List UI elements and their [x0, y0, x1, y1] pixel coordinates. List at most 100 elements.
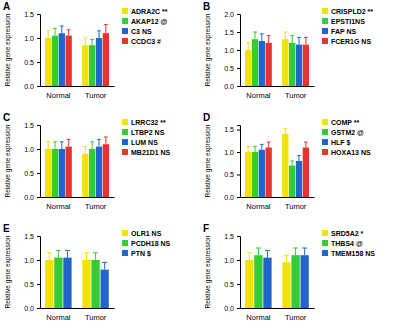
error-bar — [284, 255, 289, 262]
bar — [45, 149, 51, 197]
tick-mark — [37, 197, 40, 198]
legend-swatch — [322, 250, 328, 256]
tick-label: 1.5 — [24, 11, 34, 18]
tick: 0.5 — [24, 281, 40, 288]
axis-title: Relative gene expression — [4, 13, 12, 86]
tick: 0.0 — [224, 194, 240, 201]
plot-area — [45, 250, 109, 308]
legend-label: COMP ** — [331, 119, 360, 126]
legend-item: COMP ** — [322, 119, 360, 126]
tick-label: 0.0 — [24, 305, 34, 312]
error-bar — [247, 253, 252, 260]
error-bar — [104, 137, 108, 144]
error-bar — [283, 32, 287, 39]
bar — [59, 149, 65, 197]
tick-mark — [237, 175, 240, 176]
bar — [45, 260, 53, 308]
tick-label: Tumor — [85, 202, 107, 211]
tick-label: Normal — [46, 91, 71, 100]
legend-label: HLF $ — [331, 139, 351, 147]
bar — [303, 148, 309, 198]
bar — [82, 154, 88, 197]
bar — [100, 270, 108, 308]
bar — [66, 36, 72, 86]
tick: 0.5 — [224, 281, 240, 288]
tick: 1.5 — [24, 122, 40, 129]
tick: Tumor — [85, 308, 107, 322]
error-bar — [253, 32, 257, 39]
bar — [82, 260, 90, 308]
plot-area — [45, 25, 109, 86]
error-bar — [93, 253, 98, 260]
error-bar — [102, 262, 107, 269]
tick-mark — [237, 236, 240, 237]
legend-label: THBS4 @ — [331, 240, 363, 247]
tick: 2.0 — [224, 11, 240, 18]
bar — [296, 45, 302, 86]
tick-label: Tumor — [285, 313, 307, 322]
tick-mark — [237, 152, 240, 153]
legend-item: LUM NS — [122, 139, 158, 146]
error-bar — [304, 37, 308, 44]
error-bar — [83, 147, 87, 154]
legend-item: TMEM158 NS — [322, 250, 375, 257]
tick: Normal — [246, 86, 271, 100]
tick: 0.0 — [24, 194, 40, 201]
panel-label: F — [203, 223, 209, 234]
error-bar — [246, 147, 250, 152]
bar — [63, 258, 71, 308]
axis-line — [241, 86, 315, 87]
y-axis: 0.00.51.01.5 — [24, 233, 40, 312]
figure: A0.00.51.01.5NormalTumorRelative gene ex… — [0, 0, 400, 333]
error-bar — [246, 43, 250, 50]
panel: A0.00.51.01.5NormalTumorRelative gene ex… — [3, 1, 168, 100]
legend-label: GSTM2 @ — [331, 129, 364, 136]
error-bar — [46, 142, 50, 149]
tick: Normal — [46, 197, 71, 211]
panel: F0.00.51.01.5NormalTumorRelative gene ex… — [203, 223, 375, 322]
y-axis: 0.00.51.01.5 — [24, 11, 40, 90]
tick-mark — [237, 68, 240, 69]
tick: 0.0 — [24, 83, 40, 90]
error-bar — [267, 36, 271, 43]
axis-line — [241, 197, 315, 198]
tick-mark — [37, 308, 40, 309]
tick-label: 1.5 — [24, 233, 34, 240]
legend-label: OLR1 NS — [131, 230, 162, 237]
error-bar — [97, 31, 101, 38]
error-bar — [83, 38, 87, 45]
tick-mark — [37, 149, 40, 150]
legend-item: LTBP2 NS — [122, 129, 165, 136]
legend-item: GSTM2 @ — [322, 129, 364, 136]
legend-swatch — [322, 28, 328, 34]
bar — [254, 255, 262, 308]
bar — [89, 45, 95, 86]
legend-item: EPSTI1NS — [322, 18, 365, 25]
error-bar — [90, 39, 94, 45]
tick-label: Tumor — [85, 91, 107, 100]
bar — [54, 258, 62, 308]
bar — [103, 33, 109, 86]
tick: 1.5 — [224, 29, 240, 36]
tick-mark — [237, 197, 240, 198]
tick: Normal — [246, 308, 271, 322]
axis-line — [41, 308, 115, 309]
bar — [96, 147, 102, 197]
legend-item: AKAP12 @ — [122, 18, 168, 25]
legend-label: LUM NS — [131, 139, 158, 146]
bar — [252, 39, 258, 86]
bar — [266, 148, 272, 198]
panel: E0.00.51.01.5NormalTumorRelative gene ex… — [3, 223, 171, 322]
error-bar — [267, 142, 271, 147]
legend-item: C3 NS — [122, 28, 152, 35]
tick-label: 1.0 — [24, 146, 34, 153]
legend-swatch — [322, 149, 328, 155]
tick-label: Normal — [46, 202, 71, 211]
tick: 1.5 — [24, 233, 40, 240]
tick-mark — [37, 260, 40, 261]
bar — [282, 39, 288, 86]
tick-label: 0.0 — [224, 305, 234, 312]
tick: 0.5 — [24, 170, 40, 177]
error-bar — [297, 37, 301, 44]
axis-line — [241, 308, 315, 309]
